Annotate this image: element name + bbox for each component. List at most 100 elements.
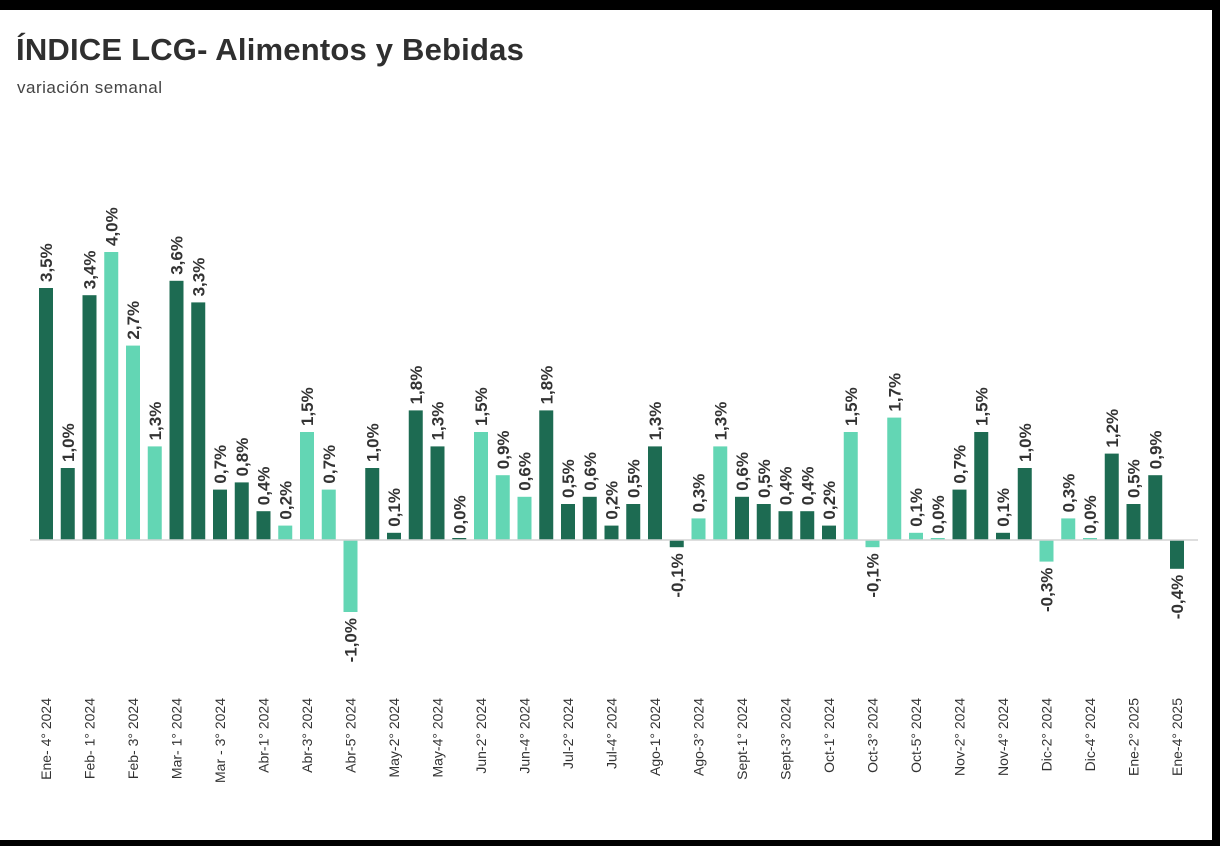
value-label-25: 0,6% <box>581 452 600 491</box>
bar-4 <box>126 345 140 540</box>
value-label-20: 1,5% <box>472 387 491 426</box>
value-label-13: 0,7% <box>320 445 339 484</box>
value-label-26: 0,2% <box>603 481 622 520</box>
bar-45 <box>1017 468 1032 540</box>
value-label-23: 1,8% <box>537 366 556 405</box>
value-label-6: 3,6% <box>168 236 187 275</box>
value-label-16: 0,1% <box>385 488 404 527</box>
value-label-28: 1,3% <box>646 402 665 441</box>
bar-9 <box>234 482 249 540</box>
bar-31 <box>713 446 728 540</box>
value-label-35: 0,4% <box>798 466 817 505</box>
value-label-36: 0,2% <box>820 481 839 520</box>
category-label-16: May-2° 2024 <box>386 698 402 778</box>
value-label-14: -1,0% <box>342 618 361 662</box>
bar-52 <box>1170 540 1184 569</box>
value-label-29: -0,1% <box>668 553 687 597</box>
category-label-28: Ago-1° 2024 <box>647 698 663 776</box>
value-label-33: 0,5% <box>755 459 774 498</box>
value-label-52: -0,4% <box>1168 575 1187 619</box>
bar-35 <box>800 511 815 540</box>
bar-34 <box>778 511 793 540</box>
category-label-18: May-4° 2024 <box>430 698 446 778</box>
category-label-2: Feb- 1° 2024 <box>82 698 98 779</box>
category-label-38: Oct-3° 2024 <box>865 698 881 773</box>
bar-8 <box>213 489 227 540</box>
bar-44 <box>996 532 1010 540</box>
bar-15 <box>365 468 380 540</box>
value-label-27: 0,5% <box>624 459 643 498</box>
bar-48 <box>1083 538 1097 540</box>
bar-26 <box>604 525 619 540</box>
bar-5 <box>147 446 162 540</box>
category-label-34: Sept-3° 2024 <box>778 698 794 780</box>
value-label-50: 0,5% <box>1125 459 1144 498</box>
bar-11 <box>278 525 293 540</box>
category-label-0: Ene- 4° 2024 <box>38 698 54 780</box>
bar-2 <box>82 295 97 540</box>
category-label-22: Jun-4° 2024 <box>517 698 533 774</box>
value-label-1: 1,0% <box>59 423 78 462</box>
bar-7 <box>191 302 206 540</box>
category-label-14: Abr-5° 2024 <box>343 698 359 773</box>
category-label-30: Ago-3° 2024 <box>691 698 707 776</box>
bar-41 <box>930 538 945 540</box>
value-label-21: 0,9% <box>494 430 513 469</box>
category-label-20: Jun-2° 2024 <box>473 698 489 774</box>
value-label-32: 0,6% <box>733 452 752 491</box>
value-label-47: 0,3% <box>1059 474 1078 513</box>
bar-40 <box>909 532 923 540</box>
bar-25 <box>582 496 597 540</box>
category-label-36: Oct-1° 2024 <box>821 698 837 773</box>
value-label-24: 0,5% <box>559 459 578 498</box>
bar-49 <box>1104 453 1119 540</box>
value-label-10: 0,4% <box>255 466 274 505</box>
value-label-4: 2,7% <box>124 301 143 340</box>
value-label-42: 0,7% <box>951 445 970 484</box>
bar-51 <box>1148 475 1163 540</box>
category-label-24: Jul-2° 2024 <box>560 698 576 769</box>
bar-20 <box>474 432 488 540</box>
bar-14 <box>343 540 358 612</box>
bar-37 <box>843 432 858 540</box>
bar-6 <box>169 280 184 540</box>
category-label-42: Nov-2° 2024 <box>952 698 968 776</box>
value-label-49: 1,2% <box>1103 409 1122 448</box>
value-label-48: 0,0% <box>1081 495 1100 534</box>
value-label-11: 0,2% <box>276 481 295 520</box>
bar-50 <box>1126 504 1141 540</box>
value-label-7: 3,3% <box>189 258 208 297</box>
chart-title: ÍNDICE LCG- Alimentos y Bebidas <box>16 32 525 67</box>
bar-3 <box>104 252 119 540</box>
category-label-6: Mar- 1° 2024 <box>169 698 185 779</box>
bar-32 <box>735 496 749 540</box>
chart-card: ÍNDICE LCG- Alimentos y Bebidas variació… <box>0 10 1212 840</box>
category-label-48: Dic-4° 2024 <box>1082 698 1098 772</box>
value-label-18: 1,3% <box>429 402 448 441</box>
value-label-51: 0,9% <box>1146 430 1165 469</box>
category-label-52: Ene-4° 2025 <box>1169 698 1185 776</box>
chart-subtitle: variación semanal <box>17 78 163 97</box>
bar-30 <box>691 518 706 540</box>
bar-24 <box>561 504 575 540</box>
value-label-46: -0,3% <box>1038 568 1057 612</box>
bar-46 <box>1039 540 1054 562</box>
bar-29 <box>669 540 684 548</box>
category-label-10: Abr-1° 2024 <box>256 698 272 773</box>
value-label-12: 1,5% <box>298 387 317 426</box>
value-label-9: 0,8% <box>233 438 252 477</box>
value-label-40: 0,1% <box>907 488 926 527</box>
bar-0 <box>39 288 53 540</box>
value-label-45: 1,0% <box>1016 423 1035 462</box>
category-label-40: Oct-5° 2024 <box>908 698 924 773</box>
category-label-26: Jul-4° 2024 <box>604 698 620 769</box>
bar-43 <box>974 432 989 540</box>
bar-chart: 3,5%1,0%3,4%4,0%2,7%1,3%3,6%3,3%0,7% 0,8%… <box>30 207 1198 783</box>
value-label-0: 3,5% <box>37 243 56 282</box>
bar-36 <box>822 525 836 540</box>
value-label-22: 0,6% <box>516 452 535 491</box>
value-label-41: 0,0% <box>929 495 948 534</box>
value-label-19: 0,0% <box>450 495 469 534</box>
category-label-44: Nov-4° 2024 <box>995 698 1011 776</box>
bar-39 <box>887 417 902 540</box>
